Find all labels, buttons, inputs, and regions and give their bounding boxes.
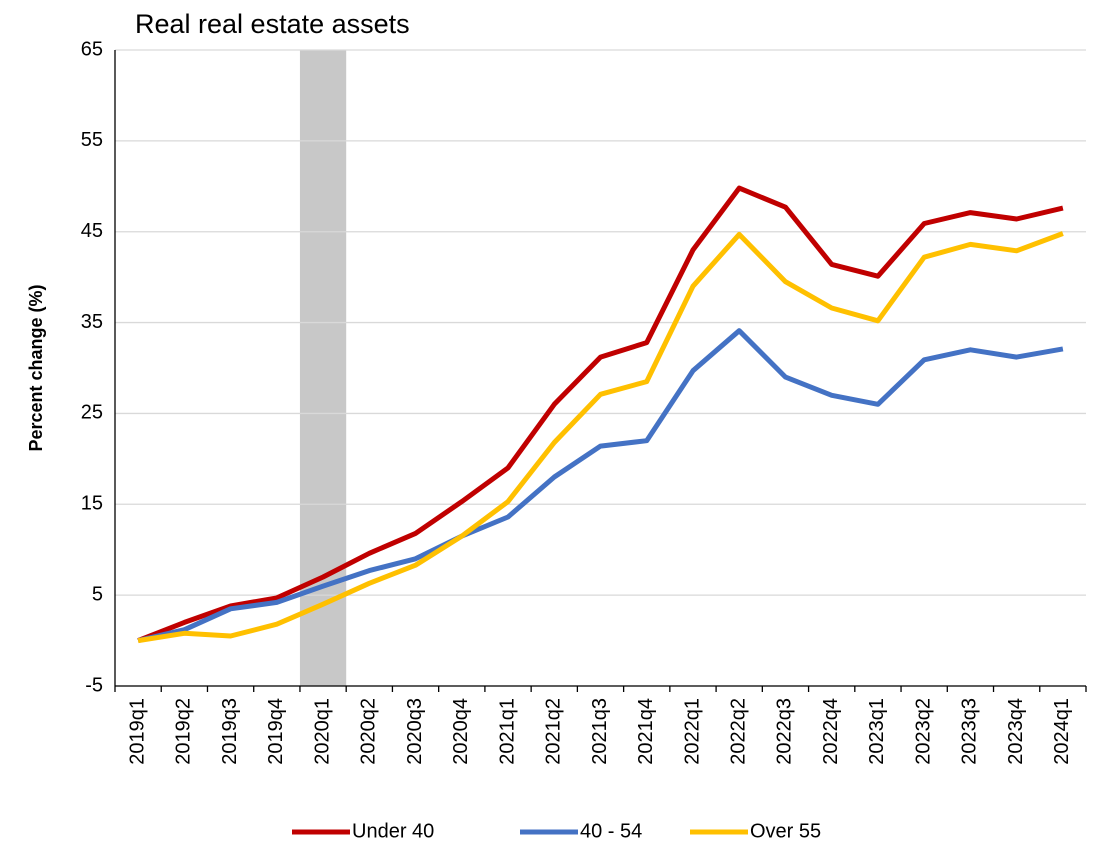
series-line (137, 328, 1064, 644)
x-tick-label: 2021q3 (589, 698, 611, 765)
y-tick-label: 25 (81, 402, 103, 424)
x-tick-label: 2019q1 (126, 698, 148, 765)
x-tick-label: 2019q2 (173, 698, 195, 765)
x-tick-label: 2022q3 (774, 698, 796, 765)
x-tick-label: 2021q1 (496, 698, 518, 765)
x-tick-label: 2022q4 (820, 698, 842, 765)
x-tick-label: 2023q1 (866, 698, 888, 765)
y-tick-label: 5 (92, 583, 103, 605)
y-tick-label: -5 (85, 674, 103, 696)
y-tick-label: 55 (81, 129, 103, 151)
x-tick-label: 2021q4 (635, 698, 657, 765)
x-tick-label: 2020q2 (358, 698, 380, 765)
x-tick-label: 2020q1 (311, 698, 333, 765)
legend-label: 40 - 54 (580, 820, 642, 842)
x-tick-label: 2023q4 (1005, 698, 1027, 765)
y-tick-label: 65 (81, 38, 103, 60)
x-tick-label: 2024q1 (1051, 698, 1073, 765)
x-tick-label: 2021q2 (543, 698, 565, 765)
y-tick-label: 35 (81, 311, 103, 333)
x-tick-label: 2019q4 (265, 698, 287, 765)
x-tick-label: 2023q3 (959, 698, 981, 765)
x-tick-label: 2022q1 (681, 698, 703, 765)
x-tick-label: 2023q2 (912, 698, 934, 765)
legend-label: Over 55 (750, 820, 821, 842)
chart-title: Real real estate assets (135, 9, 410, 39)
x-tick-label: 2019q3 (219, 698, 241, 765)
y-axis-label: Percent change (%) (26, 284, 46, 451)
legend-label: Under 40 (352, 820, 434, 842)
series-line (137, 185, 1064, 643)
x-tick-label: 2020q3 (404, 698, 426, 765)
y-tick-label: 15 (81, 493, 103, 515)
y-tick-label: 45 (81, 220, 103, 242)
x-tick-label: 2020q4 (450, 698, 472, 765)
x-tick-label: 2022q2 (727, 698, 749, 765)
series-line (137, 231, 1064, 644)
